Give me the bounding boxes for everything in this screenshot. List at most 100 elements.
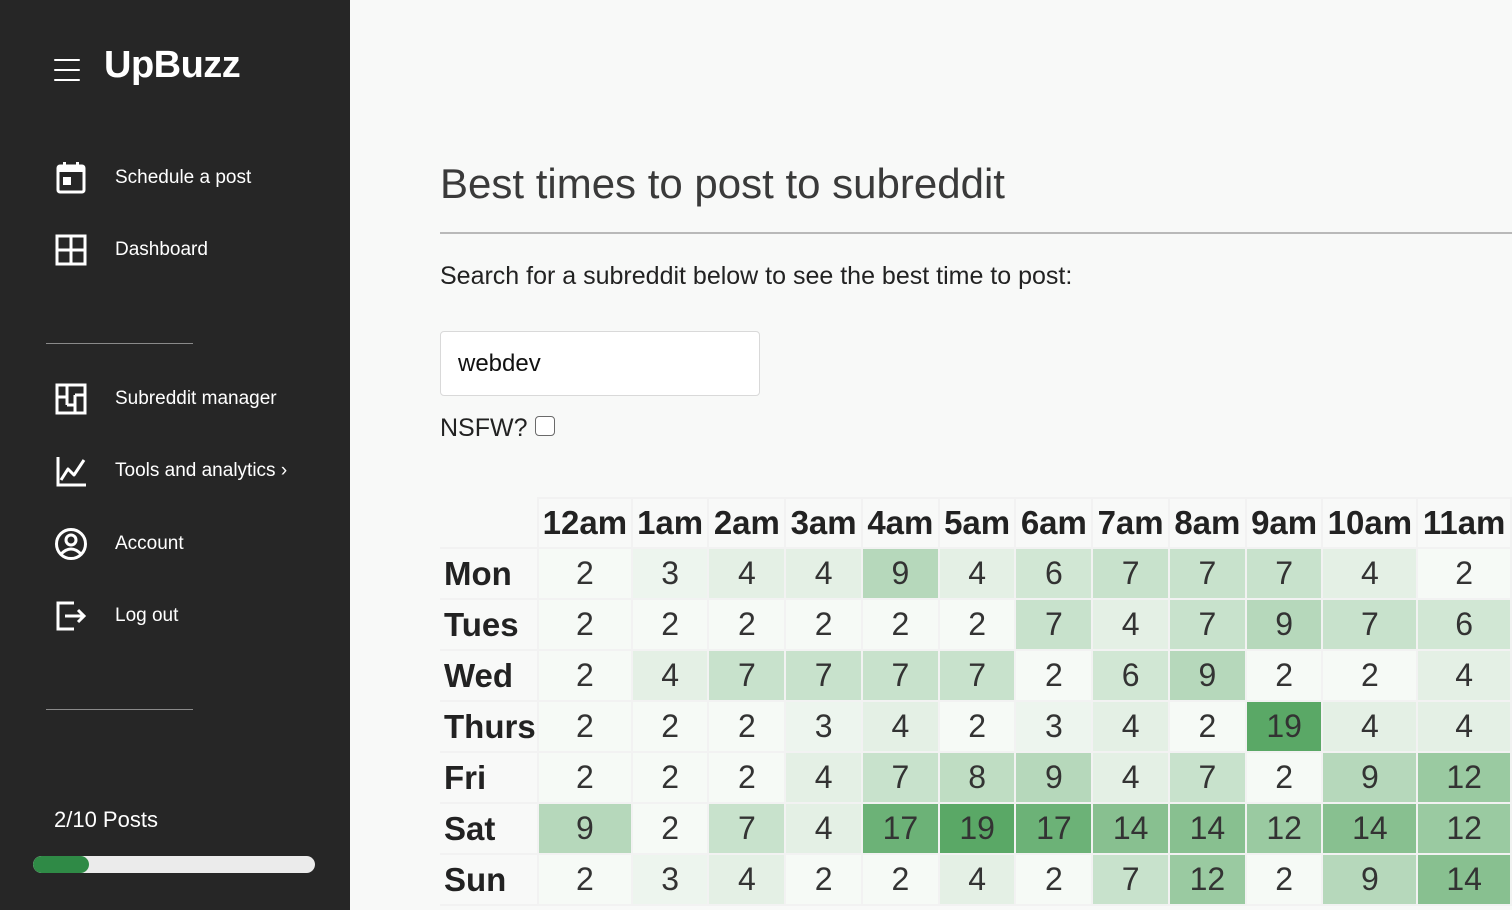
search-instructions: Search for a subreddit below to see the … — [440, 262, 1073, 290]
calendar-icon — [54, 161, 88, 195]
heatmap-hour-header: 8am — [1167, 497, 1247, 549]
heatmap-cell: 4 — [937, 853, 1017, 906]
sidebar-item-tools[interactable]: Tools and analytics › — [54, 454, 287, 488]
heatmap-cell: 4 — [1416, 649, 1512, 702]
heatmap-hour-header: 3am — [784, 497, 863, 549]
heatmap-row: Sat 9 2 7 4 17 19 17 14 14 12 14 12 — [440, 802, 1512, 855]
heatmap-hour-header: 2am — [707, 497, 787, 549]
heatmap-hour-header: 7am — [1091, 497, 1170, 549]
line-chart-icon — [54, 454, 88, 488]
heatmap-cell: 2 — [630, 598, 710, 651]
nsfw-checkbox[interactable] — [534, 416, 555, 436]
heatmap-cell: 2 — [1244, 751, 1324, 804]
nsfw-label: NSFW? — [440, 414, 528, 442]
heatmap-cell: 2 — [536, 751, 633, 804]
sidebar-item-logout[interactable]: Log out — [54, 599, 178, 633]
heatmap-cell: 2 — [707, 700, 787, 753]
heatmap-cell: 12 — [1244, 802, 1324, 855]
heatmap-row: Fri 2 2 2 4 7 8 9 4 7 2 9 12 — [440, 751, 1512, 804]
heatmap-cell: 7 — [1014, 598, 1094, 651]
heatmap-cell: 19 — [1244, 700, 1324, 753]
heatmap-cell: 2 — [937, 598, 1017, 651]
heatmap-cell: 2 — [860, 853, 940, 906]
heatmap-cell: 9 — [1014, 751, 1094, 804]
heatmap-cell: 2 — [784, 853, 863, 906]
hamburger-menu-icon[interactable] — [54, 58, 80, 81]
heatmap-cell: 4 — [860, 700, 940, 753]
page-title: Best times to post to subreddit — [440, 160, 1005, 207]
heatmap-cell: 2 — [1244, 649, 1324, 702]
heatmap-cell: 9 — [1167, 649, 1247, 702]
nsfw-filter: NSFW? — [440, 414, 555, 443]
posts-quota-progress — [33, 856, 315, 873]
sidebar-item-label: Account — [115, 533, 184, 554]
heatmap-cell: 7 — [937, 649, 1017, 702]
heatmap-cell: 2 — [1014, 649, 1094, 702]
heatmap-day-label: Thurs — [440, 700, 539, 753]
brand: UpBuzz — [54, 44, 241, 87]
user-circle-icon — [54, 527, 88, 561]
logout-icon — [54, 599, 88, 633]
heatmap-cell: 7 — [1091, 853, 1170, 906]
heatmap-cell: 3 — [630, 547, 710, 600]
sidebar-item-schedule[interactable]: Schedule a post — [54, 161, 251, 195]
sidebar-item-label: Dashboard — [115, 239, 208, 260]
heatmap-cell: 3 — [1014, 700, 1094, 753]
heatmap-cell: 2 — [707, 751, 787, 804]
heatmap-cell: 2 — [937, 700, 1017, 753]
heatmap-cell: 3 — [630, 853, 710, 906]
dashboard-grid-icon — [54, 233, 88, 267]
heatmap-cell: 17 — [860, 802, 940, 855]
heatmap-cell: 7 — [707, 649, 787, 702]
heatmap-cell: 2 — [536, 700, 633, 753]
heatmap-cell: 2 — [860, 598, 940, 651]
heatmap-day-label: Mon — [440, 547, 539, 600]
sidebar-item-dashboard[interactable]: Dashboard — [54, 233, 208, 267]
heatmap-cell: 6 — [1091, 649, 1170, 702]
heatmap-cell: 2 — [536, 649, 633, 702]
heatmap-cell: 7 — [1321, 598, 1419, 651]
heatmap-hour-header: 5am — [937, 497, 1017, 549]
heatmap-cell: 7 — [1167, 547, 1247, 600]
sidebar-item-label: Subreddit manager — [115, 388, 277, 409]
heatmap-corner — [440, 498, 538, 548]
heatmap-cell: 9 — [1244, 598, 1324, 651]
heatmap-cell: 4 — [1321, 547, 1419, 600]
main-content: Best times to post to subreddit Search f… — [440, 0, 1512, 910]
heatmap-cell: 7 — [707, 802, 787, 855]
heatmap-cell: 7 — [1167, 751, 1247, 804]
heatmap-row: Tues 2 2 2 2 2 2 7 4 7 9 7 6 — [440, 598, 1512, 651]
title-divider — [440, 232, 1512, 234]
heatmap-cell: 4 — [937, 547, 1017, 600]
heatmap-cell: 4 — [1416, 700, 1512, 753]
heatmap-cell: 4 — [630, 649, 710, 702]
heatmap-cell: 4 — [1321, 700, 1419, 753]
heatmap-cell: 9 — [536, 802, 633, 855]
heatmap-cell: 12 — [1416, 751, 1512, 804]
heatmap-row: Sun 2 3 4 2 2 4 2 7 12 2 9 14 — [440, 853, 1512, 906]
heatmap-cell: 14 — [1321, 802, 1419, 855]
sidebar-item-account[interactable]: Account — [54, 527, 184, 561]
heatmap-row: Thurs 2 2 2 3 4 2 3 4 2 19 4 4 — [440, 700, 1512, 753]
heatmap-cell: 2 — [630, 700, 710, 753]
heatmap-cell: 2 — [630, 751, 710, 804]
heatmap-cell: 14 — [1091, 802, 1170, 855]
subreddit-search-input[interactable] — [440, 331, 760, 396]
heatmap-row: Mon 2 3 4 4 9 4 6 7 7 7 4 2 — [440, 547, 1512, 600]
best-times-heatmap: 12am 1am 2am 3am 4am 5am 6am 7am 8am 9am 10am 11am … — [440, 497, 1512, 906]
sidebar-divider — [46, 343, 193, 344]
heatmap-cell: 12 — [1167, 853, 1247, 906]
heatmap-cell: 2 — [707, 598, 787, 651]
heatmap-cell: 19 — [937, 802, 1017, 855]
heatmap-cell: 7 — [860, 649, 940, 702]
heatmap-cell: 2 — [630, 802, 710, 855]
heatmap-cell: 9 — [1321, 853, 1419, 906]
heatmap-cell: 3 — [784, 700, 863, 753]
heatmap-cell: 4 — [1091, 598, 1170, 651]
heatmap-cell: 2 — [1167, 700, 1247, 753]
heatmap-cell: 2 — [1244, 853, 1324, 906]
sidebar-item-subreddit-manager[interactable]: Subreddit manager — [54, 382, 277, 416]
heatmap-cell: 14 — [1416, 853, 1512, 906]
heatmap-cell: 2 — [1416, 547, 1512, 600]
heatmap-cell: 2 — [1321, 649, 1419, 702]
